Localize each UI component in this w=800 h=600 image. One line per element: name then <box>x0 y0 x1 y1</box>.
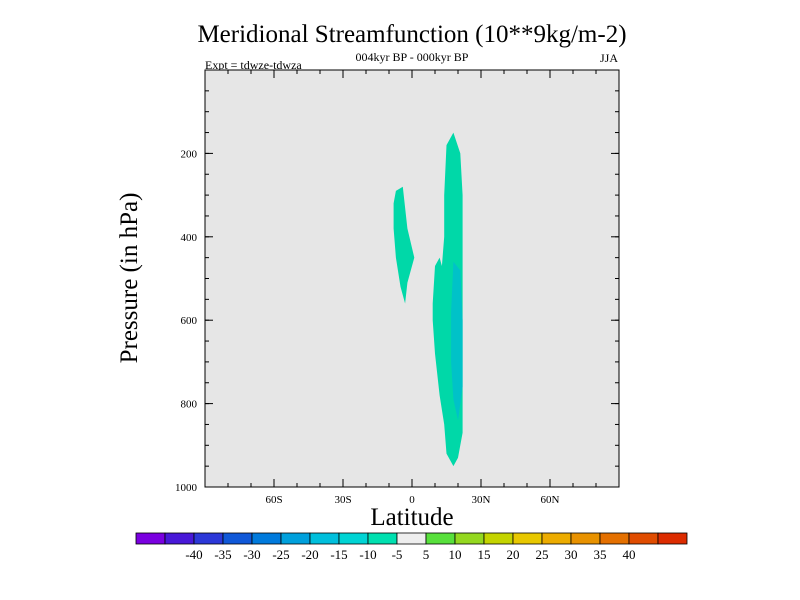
x-tick-label: 60S <box>265 494 282 506</box>
colorbar-label: -15 <box>330 547 347 562</box>
colorbar-label: 20 <box>507 547 520 562</box>
plot-area: 60S 30S 0 30N 60N 200 400 600 800 1000 <box>175 69 620 506</box>
colorbar-swatch <box>396 532 427 545</box>
colorbar-swatch <box>251 532 282 545</box>
colorbar-label: 40 <box>623 547 636 562</box>
colorbar-swatch <box>135 532 166 545</box>
colorbar-swatch <box>164 532 195 545</box>
contour-region-1 <box>393 186 415 304</box>
colorbar-swatch <box>222 532 253 545</box>
chart-title: Meridional Streamfunction (10**9kg/m-2) <box>197 21 626 48</box>
plot-background <box>205 70 619 487</box>
colorbar-label: -25 <box>272 547 289 562</box>
colorbar-swatch <box>367 532 398 545</box>
x-tick-label: 30S <box>334 494 351 506</box>
y-tick-label: 400 <box>181 232 198 244</box>
colorbar-swatch <box>541 532 572 545</box>
colorbar-label: -40 <box>185 547 202 562</box>
colorbar-label: 30 <box>565 547 578 562</box>
colorbar-swatch <box>454 532 485 545</box>
chart-subtitle: 004kyr BP - 000kyr BP <box>356 50 469 64</box>
colorbar-swatch <box>193 532 224 545</box>
experiment-label: Expt = tdwze-tdwza <box>205 58 302 72</box>
colorbar-label: -30 <box>243 547 260 562</box>
colorbar-label: -35 <box>214 547 231 562</box>
colorbar-swatch <box>512 532 543 545</box>
colorbar-swatch <box>280 532 311 545</box>
y-tick-label: 1000 <box>175 482 198 494</box>
x-axis-label: Latitude <box>370 504 453 531</box>
y-tick-label: 600 <box>181 315 198 327</box>
colorbar-label: 25 <box>536 547 549 562</box>
colorbar-swatch <box>657 532 688 545</box>
colorbar-swatch <box>425 532 456 545</box>
colorbar-label: 15 <box>478 547 491 562</box>
colorbar-label: -20 <box>301 547 318 562</box>
colorbar-swatch <box>599 532 630 545</box>
colorbar-swatch <box>570 532 601 545</box>
y-tick-label: 800 <box>181 399 198 411</box>
y-tick-label: 200 <box>181 148 198 160</box>
colorbar: -40 -35 -30 -25 -20 -15 -10 -5 5 10 15 20 25 30 35 40 <box>135 532 688 562</box>
colorbar-swatch <box>628 532 659 545</box>
colorbar-swatch <box>483 532 514 545</box>
colorbar-label: 35 <box>594 547 607 562</box>
colorbar-label: -5 <box>392 547 403 562</box>
colorbar-swatch <box>338 532 369 545</box>
colorbar-label: 10 <box>449 547 462 562</box>
season-label: JJA <box>600 51 618 65</box>
contour-region-3 <box>451 261 463 421</box>
x-tick-label: 30N <box>472 494 491 506</box>
colorbar-label: 5 <box>423 547 430 562</box>
x-tick-label: 0 <box>409 494 415 506</box>
colorbar-swatch <box>309 532 340 545</box>
x-tick-label: 60N <box>541 494 560 506</box>
y-axis-label: Pressure (in hPa) <box>116 193 143 364</box>
colorbar-label: -10 <box>359 547 376 562</box>
